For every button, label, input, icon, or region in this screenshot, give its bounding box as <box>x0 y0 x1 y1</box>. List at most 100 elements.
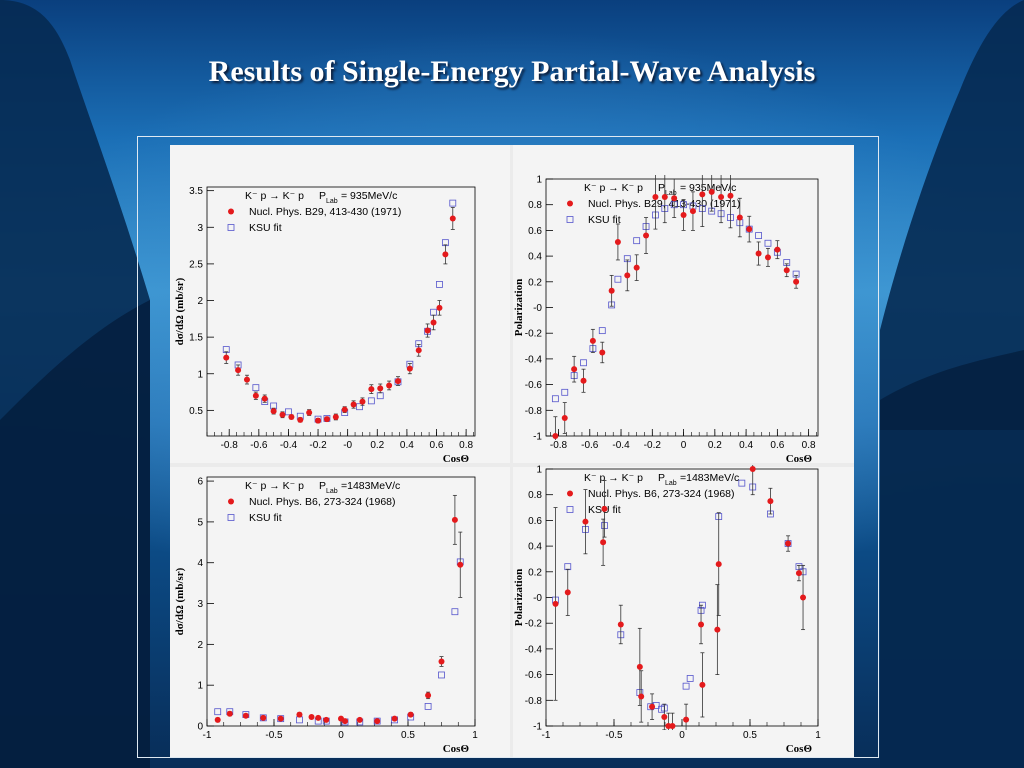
y-tick-label: -0.6 <box>525 670 543 681</box>
data-point <box>800 594 807 601</box>
legend-label: KSU fit <box>588 214 621 226</box>
fit-point <box>580 359 587 367</box>
data-point <box>699 191 706 198</box>
y-tick-label: -1 <box>533 722 542 733</box>
fit-point <box>682 682 690 690</box>
data-point <box>571 366 578 373</box>
y-tick-label: -0.8 <box>525 406 543 417</box>
y-tick-label: 0.8 <box>528 200 542 211</box>
y-tick-label: -0.8 <box>525 696 543 707</box>
figure-panel: -0.8 -0.6 -0.4 -0.2 -0 0.2 0.4 0.6 0.8 0.5 1 1.5 2 2.… <box>170 145 854 757</box>
y-tick-label: 2.5 <box>189 259 203 270</box>
data-point <box>727 192 734 199</box>
legend-marker-fit <box>566 506 574 513</box>
y-axis-title: Polarization <box>513 569 525 626</box>
fit-point <box>561 388 569 396</box>
fit-point <box>449 199 457 207</box>
energy-label: P <box>658 472 665 484</box>
legend-label: KSU fit <box>249 222 282 234</box>
data-point <box>406 365 413 372</box>
data-point <box>561 415 568 422</box>
x-tick-label: -1 <box>203 730 212 741</box>
fit-point <box>633 237 641 245</box>
data-point <box>652 193 659 200</box>
data-point <box>223 354 230 361</box>
data-point <box>749 466 756 472</box>
y-tick-label: 1.5 <box>189 333 203 344</box>
data-point <box>755 250 762 257</box>
legend-label: Nucl. Phys. B6, 273-324 (1968) <box>588 488 735 500</box>
data-point <box>564 589 571 596</box>
data-point <box>438 658 445 665</box>
data-point <box>699 681 706 688</box>
data-point <box>359 398 366 405</box>
legend-marker-data <box>228 208 234 215</box>
data-point <box>277 715 284 722</box>
x-tick-label: -1 <box>542 730 551 741</box>
data-point <box>689 208 696 215</box>
data-point <box>633 264 640 271</box>
data-point <box>270 408 277 415</box>
data-point <box>242 712 249 719</box>
fit-point <box>451 608 459 616</box>
data-point <box>715 561 722 568</box>
data-point <box>580 377 587 384</box>
data-point <box>214 716 221 723</box>
data-point <box>708 188 715 195</box>
plot-marks <box>552 465 807 730</box>
fit-point <box>356 403 363 411</box>
x-axis-title: CosΘ <box>443 453 470 465</box>
data-point <box>252 392 259 399</box>
legend-marker-fit <box>227 514 235 521</box>
fit-point <box>598 327 606 335</box>
data-point <box>296 711 303 718</box>
fit-point <box>214 708 222 716</box>
data-point <box>342 718 349 725</box>
data-point <box>386 382 393 389</box>
x-axis-title: CosΘ <box>786 453 813 465</box>
data-point <box>356 716 363 723</box>
fit-point <box>367 397 375 405</box>
data-point <box>783 267 790 274</box>
data-point <box>323 416 330 423</box>
data-point <box>767 498 774 505</box>
data-point <box>643 232 650 239</box>
y-tick-label: 2 <box>197 640 203 651</box>
data-point <box>235 367 242 374</box>
data-point <box>718 193 725 200</box>
data-point <box>617 621 624 628</box>
energy-label: P <box>658 182 665 194</box>
data-point <box>457 561 464 568</box>
x-tick-label: 0.6 <box>770 440 784 451</box>
data-point <box>608 287 615 294</box>
y-tick-label: 0.4 <box>528 542 542 553</box>
data-point <box>436 304 443 311</box>
fit-point <box>686 675 694 682</box>
data-point <box>350 401 357 408</box>
x-axis-title: CosΘ <box>786 743 813 755</box>
y-tick-label: 0.2 <box>528 567 542 578</box>
y-tick-label: 1 <box>197 681 203 692</box>
y-tick-label: -0 <box>533 303 542 314</box>
energy-label: P <box>319 190 326 202</box>
reaction-label: K⁻ p → K⁻ p <box>245 190 304 202</box>
reaction-label: K⁻ p → K⁻ p <box>584 182 643 194</box>
data-point <box>377 385 384 392</box>
data-point <box>297 416 304 423</box>
data-point <box>714 626 721 633</box>
data-point <box>442 251 449 258</box>
x-tick-label: 0 <box>338 730 344 741</box>
x-tick-label: 0.6 <box>430 440 444 451</box>
x-tick-label: -0.6 <box>250 440 268 451</box>
data-point <box>315 417 322 424</box>
data-point <box>308 714 315 721</box>
data-point <box>661 193 668 200</box>
data-point <box>736 214 743 221</box>
slide-title: Results of Single-Energy Partial-Wave An… <box>208 55 816 88</box>
energy-value: = 935MeV/c <box>341 190 397 202</box>
y-tick-label: -0 <box>533 593 542 604</box>
data-point <box>425 692 432 699</box>
plot-frame <box>206 186 476 437</box>
data-point <box>671 195 678 202</box>
